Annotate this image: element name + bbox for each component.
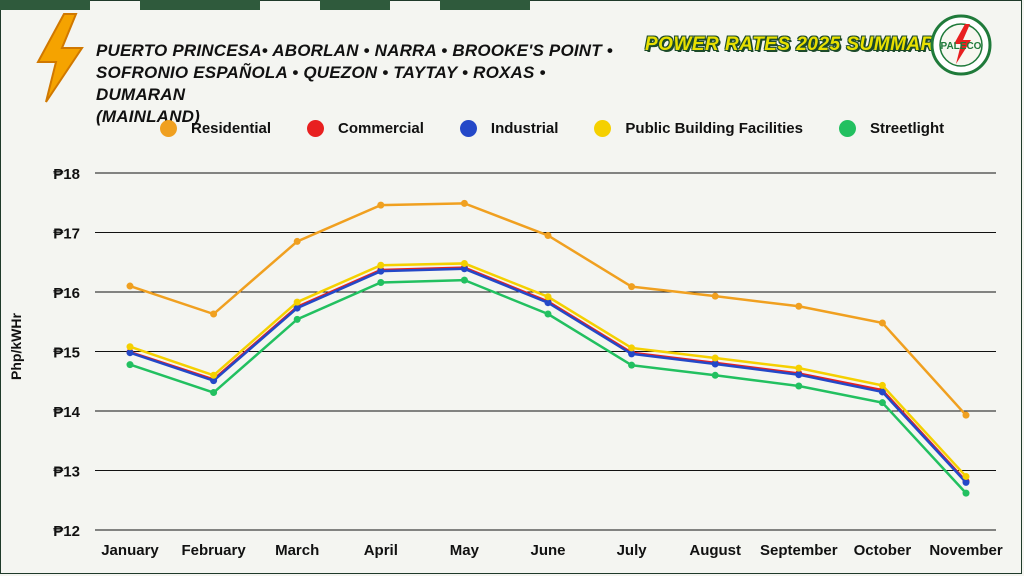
line-chart: ₱12 ₱13 ₱14 ₱15 ₱16 ₱17 ₱18 January February Marc…: [53, 166, 1003, 559]
x-tick-label: August: [689, 542, 741, 559]
data-point: [460, 265, 468, 273]
data-point: [711, 360, 719, 368]
data-point: [126, 349, 134, 357]
legend-label: Commercial: [338, 120, 424, 137]
x-tick-label: May: [450, 542, 480, 559]
legend-swatch: [838, 120, 856, 137]
x-tick-label: March: [275, 542, 319, 559]
data-point: [962, 478, 970, 486]
data-point: [544, 310, 552, 318]
legend-swatch: [160, 120, 177, 137]
data-point: [210, 310, 218, 318]
y-tick-label: ₱13: [53, 464, 80, 481]
lightning-bolt-icon: [36, 13, 84, 103]
data-point: [210, 389, 218, 397]
x-tick-label: April: [364, 542, 398, 559]
data-point: [711, 292, 719, 300]
data-point: [544, 293, 552, 301]
data-point: [628, 344, 636, 352]
y-tick-label: ₱15: [53, 345, 80, 362]
data-point: [126, 343, 134, 351]
paleco-logo: PALECO: [930, 14, 992, 76]
top-stripe-decoration: [0, 0, 90, 10]
data-point: [293, 315, 301, 323]
data-point: [962, 472, 970, 480]
legend-label: Streetlight: [869, 120, 945, 137]
data-point: [711, 371, 719, 379]
legend-label: Industrial: [490, 120, 559, 137]
legend-label: Residential: [191, 120, 272, 137]
title-line-2: SOFRONIO ESPAÑOLA • QUEZON • TAYTAY • RO…: [96, 63, 546, 104]
legend-swatch: [459, 120, 477, 137]
logo-text: PALECO: [941, 41, 982, 52]
x-tick-label: June: [530, 542, 565, 559]
y-tick-label: ₱12: [53, 523, 80, 540]
y-tick-label: ₱17: [53, 226, 80, 243]
data-point: [628, 361, 636, 369]
data-point: [962, 411, 970, 419]
data-point: [544, 231, 552, 239]
x-tick-label: November: [929, 542, 1003, 559]
data-point: [628, 283, 636, 291]
data-point: [377, 201, 385, 209]
y-tick-label: ₱16: [53, 285, 80, 302]
y-tick-label: ₱18: [53, 166, 80, 183]
data-point: [293, 237, 301, 245]
x-tick-label: September: [760, 542, 838, 559]
data-point: [628, 350, 636, 358]
data-point: [878, 388, 886, 396]
title-line-1: PUERTO PRINCESA• ABORLAN • NARRA • BROOK…: [96, 41, 613, 60]
data-point: [210, 377, 218, 385]
data-point: [377, 267, 385, 275]
data-point: [293, 304, 301, 312]
data-point: [377, 278, 385, 286]
data-point: [711, 354, 719, 362]
top-stripe-decoration: [320, 0, 390, 10]
data-point: [795, 371, 803, 379]
data-point: [795, 302, 803, 310]
legend-item: Commercial: [307, 120, 424, 137]
legend-swatch: [307, 120, 325, 137]
top-stripe-decoration: [440, 0, 530, 10]
x-tick-label: October: [854, 542, 912, 559]
x-tick-label: July: [617, 542, 648, 559]
data-point: [293, 298, 301, 306]
data-point: [126, 282, 134, 290]
data-point: [962, 489, 970, 497]
legend-label: Public Building Facilities: [625, 120, 803, 137]
data-point: [878, 319, 886, 327]
data-point: [460, 259, 468, 267]
summary-heading: POWER RATES 2025 SUMMARY: [645, 34, 948, 55]
chart-legend: Residential Commercial Industrial Public Bu…: [160, 120, 980, 137]
data-point: [795, 382, 803, 390]
y-tick-label: ₱14: [53, 404, 80, 421]
data-point: [210, 371, 218, 379]
data-point: [126, 361, 134, 369]
data-point: [544, 299, 552, 307]
data-point: [460, 276, 468, 284]
legend-swatch: [594, 120, 612, 137]
data-point: [878, 381, 886, 389]
legend-item: Residential: [160, 120, 271, 137]
legend-item: Streetlight: [838, 120, 945, 137]
page-title: PUERTO PRINCESA• ABORLAN • NARRA • BROOK…: [96, 40, 616, 128]
data-point: [460, 199, 468, 207]
data-point: [377, 261, 385, 269]
legend-item: Public Building Facilities: [594, 120, 803, 137]
data-point: [878, 399, 886, 407]
data-point: [795, 364, 803, 372]
x-tick-label: January: [101, 542, 159, 559]
x-tick-label: February: [181, 542, 246, 559]
legend-item: Industrial: [459, 120, 559, 137]
top-stripe-decoration: [140, 0, 260, 10]
